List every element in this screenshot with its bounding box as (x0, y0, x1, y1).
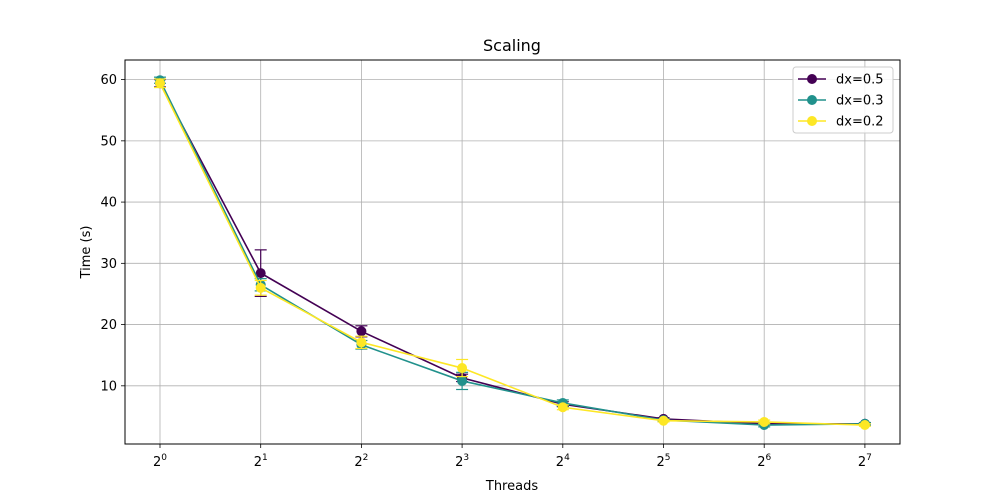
series-line (159, 82, 865, 426)
x-tick-exponent: 6 (765, 453, 771, 463)
legend-box (792, 66, 894, 134)
legend-marker (807, 116, 817, 126)
legend-label: dx=0.2 (836, 115, 884, 130)
chart-title: Scaling (483, 36, 541, 55)
data-point (859, 420, 870, 431)
data-point (155, 78, 165, 89)
x-tick-base: 2 (656, 455, 664, 470)
x-tick-label: 23 (455, 453, 469, 470)
x-tick-exponent: 1 (262, 453, 268, 463)
x-tick-label: 25 (656, 453, 670, 470)
x-tick-base: 2 (354, 455, 362, 470)
x-tick-exponent: 5 (665, 453, 671, 463)
x-axis-ticks: 20 21 22 23 24 25 26 27 (153, 444, 872, 470)
legend-marker (807, 74, 817, 84)
x-tick-base: 2 (556, 455, 564, 470)
x-tick-label: 20 (153, 453, 167, 470)
x-tick-label: 21 (254, 453, 268, 470)
x-tick-label: 22 (354, 453, 368, 470)
data-point (255, 268, 266, 279)
x-tick-base: 2 (757, 455, 765, 470)
legend-item: dx=0.3 (798, 94, 884, 109)
x-tick-base: 2 (254, 455, 262, 470)
data-point (557, 402, 568, 413)
data-point (457, 375, 468, 386)
y-tick-label: 30 (100, 257, 117, 272)
legend-label: dx=0.3 (836, 94, 884, 109)
series-line (159, 79, 865, 426)
x-tick-base: 2 (455, 455, 463, 470)
legend-label: dx=0.5 (836, 73, 884, 88)
x-tick-exponent: 3 (463, 453, 469, 463)
data-point (457, 363, 468, 374)
x-tick-exponent: 2 (363, 453, 369, 463)
y-tick-label: 40 (100, 196, 117, 211)
x-tick-exponent: 7 (866, 453, 872, 463)
y-axis-label: Time (s) (79, 226, 94, 280)
y-axis-ticks: 10 20 30 40 50 60 (100, 73, 125, 394)
x-tick-base: 2 (858, 455, 866, 470)
series-layer (154, 75, 871, 431)
x-tick-label: 27 (858, 453, 872, 470)
data-point (356, 337, 367, 348)
legend-item: dx=0.2 (798, 115, 884, 130)
x-tick-label: 26 (757, 453, 771, 470)
x-tick-base: 2 (153, 455, 161, 470)
legend-item: dx=0.5 (798, 73, 884, 88)
grid-lines (125, 60, 900, 444)
y-tick-label: 50 (100, 134, 117, 149)
y-tick-label: 10 (100, 379, 117, 394)
data-point (658, 415, 669, 426)
series-dx=0.3 (154, 75, 871, 431)
x-tick-exponent: 4 (564, 453, 570, 463)
x-tick-label: 24 (556, 453, 570, 470)
series-dx=0.2 (154, 78, 871, 431)
x-tick-exponent: 0 (161, 453, 167, 463)
y-tick-label: 20 (100, 318, 117, 333)
legend: dx=0.5 dx=0.3 dx=0.2 (792, 66, 894, 134)
series-dx=0.5 (154, 78, 871, 429)
data-point (356, 326, 367, 337)
legend-marker (807, 95, 817, 105)
y-tick-label: 60 (100, 73, 117, 88)
x-axis-label: Threads (485, 479, 538, 494)
plot-frame (124, 59, 901, 445)
series-line (159, 82, 865, 425)
data-point (255, 282, 266, 293)
data-point (759, 416, 770, 427)
